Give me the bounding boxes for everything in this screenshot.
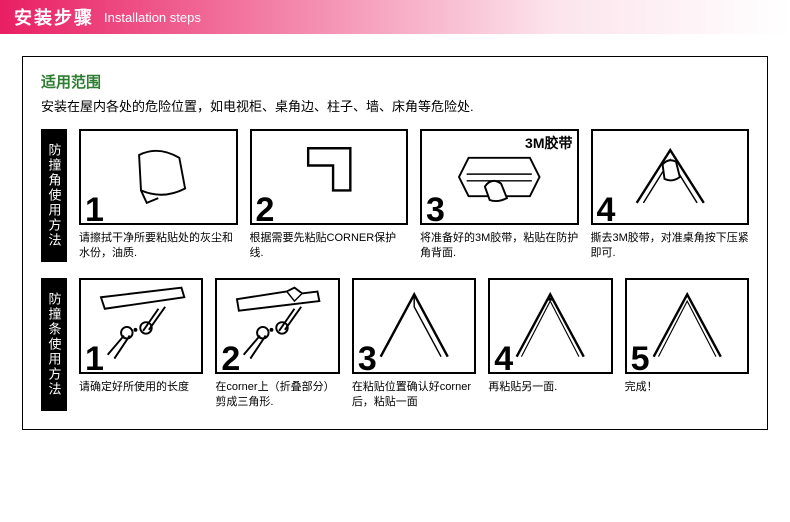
scope-text: 安装在屋内各处的危险位置，如电视柜、桌角边、柱子、墙、床角等危险处. (41, 96, 749, 115)
step-illustration: 2 (215, 278, 339, 374)
step-item: 3M胶带 3 将准备好的3M胶带，粘贴在防护角背面. (420, 129, 579, 262)
step-illustration: 1 (79, 129, 238, 225)
step-number: 5 (631, 342, 650, 374)
step-caption: 撕去3M胶带，对准桌角按下压紧即可. (591, 231, 750, 262)
row-edge-strip: 防撞条使用方法 1 请确定好所使用的长度 (41, 278, 749, 411)
step-illustration: 2 (250, 129, 409, 225)
header-bar: 安装步骤 Installation steps (0, 0, 790, 34)
step-illustration: 3M胶带 3 (420, 129, 579, 225)
step-number: 1 (85, 193, 104, 225)
step-caption: 根据需要先粘贴CORNER保护线. (250, 231, 409, 262)
step-caption: 完成！ (625, 380, 749, 395)
step-item: 3 在粘贴位置确认好corner后，粘贴一面 (352, 278, 476, 411)
step-illustration: 4 (488, 278, 612, 374)
step-illustration: 1 (79, 278, 203, 374)
row1-steps: 1 请擦拭干净所要粘贴处的灰尘和水份，油质. 2 根据需要先粘贴CORNER保护… (79, 129, 749, 262)
header-title-en: Installation steps (104, 10, 201, 25)
step-caption: 在corner上（折叠部分）剪成三角形. (215, 380, 339, 411)
step-number: 3 (426, 193, 445, 225)
step-number: 3 (358, 342, 377, 374)
step-item: 4 再粘贴另一面. (488, 278, 612, 411)
step-item: 1 请擦拭干净所要粘贴处的灰尘和水份，油质. (79, 129, 238, 262)
step-number: 1 (85, 342, 104, 374)
step-item: 5 完成！ (625, 278, 749, 411)
row-corner-guard: 防撞角使用方法 1 请擦拭干净所要粘贴处的灰尘和水份，油质. (41, 129, 749, 262)
step-number: 2 (256, 193, 275, 225)
step-number: 4 (494, 342, 513, 374)
step-illustration: 5 (625, 278, 749, 374)
step-illustration: 3 (352, 278, 476, 374)
step-item: 2 在corner上（折叠部分）剪成三角形. (215, 278, 339, 411)
row2-steps: 1 请确定好所使用的长度 2 在corner上（折叠部分）剪成三 (79, 278, 749, 411)
step-caption: 将准备好的3M胶带，粘贴在防护角背面. (420, 231, 579, 262)
step-item: 4 撕去3M胶带，对准桌角按下压紧即可. (591, 129, 750, 262)
step-caption: 在粘贴位置确认好corner后，粘贴一面 (352, 380, 476, 411)
row1-label: 防撞角使用方法 (41, 129, 67, 262)
step-caption: 再粘贴另一面. (488, 380, 612, 395)
step-number: 4 (597, 193, 616, 225)
header-title-cn: 安装步骤 (14, 4, 94, 30)
row2-label: 防撞条使用方法 (41, 278, 67, 411)
scope-title: 适用范围 (41, 71, 749, 92)
step-caption: 请确定好所使用的长度 (79, 380, 203, 395)
step-caption: 请擦拭干净所要粘贴处的灰尘和水份，油质. (79, 231, 238, 262)
step-tag: 3M胶带 (525, 133, 572, 153)
step-illustration: 4 (591, 129, 750, 225)
step-item: 1 请确定好所使用的长度 (79, 278, 203, 411)
step-item: 2 根据需要先粘贴CORNER保护线. (250, 129, 409, 262)
content-frame: 适用范围 安装在屋内各处的危险位置，如电视柜、桌角边、柱子、墙、床角等危险处. … (22, 56, 768, 430)
step-number: 2 (221, 342, 240, 374)
